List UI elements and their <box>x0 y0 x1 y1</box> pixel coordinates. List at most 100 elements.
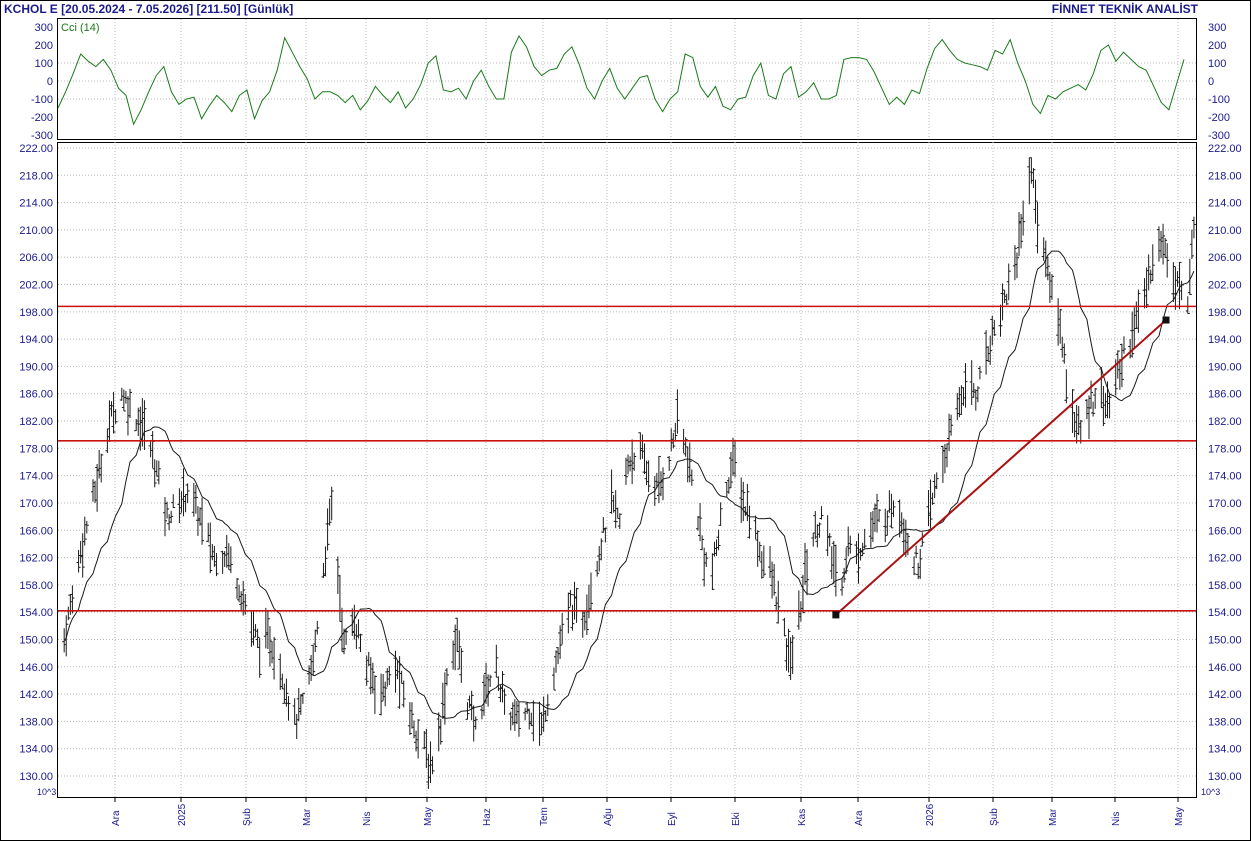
cci-tick-label-left: -100 <box>31 94 53 106</box>
month-tick-label: Mar <box>1048 808 1059 826</box>
trendline-handle-start[interactable] <box>832 611 840 619</box>
price-tick-label-left: 186.00 <box>19 389 53 401</box>
price-bars <box>62 157 1196 789</box>
price-tick-label-right: 202.00 <box>1208 280 1242 292</box>
price-tick-label-left: 178.00 <box>19 443 53 455</box>
month-tick-label: Ağu <box>603 808 614 826</box>
month-tick-label: Nis <box>362 812 373 826</box>
price-panel: 222.00 218.00 214.00 210.00 206.00 202.00 198.… <box>19 142 1242 798</box>
price-tick-label-left: 222.00 <box>19 143 53 155</box>
month-tick-label: Tem <box>539 807 550 826</box>
price-tick-label-right: 134.00 <box>1208 744 1242 756</box>
price-tick-label-right: 154.00 <box>1208 607 1242 619</box>
moving-average-line <box>63 250 1195 719</box>
month-tick-label: Mar <box>302 808 313 826</box>
month-tick-label: Haz <box>482 808 493 826</box>
month-tick-label: Kas <box>797 809 808 826</box>
price-tick-label-right: 162.00 <box>1208 553 1242 565</box>
price-tick-label-left: 166.00 <box>19 525 53 537</box>
x-axis: Ara 2025 Şub Mar Nis May Haz Tem Ağu Eyl Eki Kas Ara… <box>111 798 1185 826</box>
cci-tick-label-left: -200 <box>31 112 53 124</box>
price-tick-label-right: 198.00 <box>1208 307 1242 319</box>
cci-tick-label-right: -100 <box>1208 94 1230 106</box>
month-tick-label: Ara <box>854 810 865 826</box>
price-tick-label-right: 138.00 <box>1208 716 1242 728</box>
cci-line <box>57 35 1185 126</box>
month-tick-label: Şub <box>242 808 253 826</box>
price-tick-label-right: 210.00 <box>1208 225 1242 237</box>
cci-tick-label-left: 0 <box>47 76 53 88</box>
cci-tick-label-left: -300 <box>31 130 53 142</box>
price-tick-label-left: 150.00 <box>19 634 53 646</box>
month-tick-label: Ara <box>111 810 122 826</box>
price-tick-label-left: 206.00 <box>19 252 53 264</box>
price-ticks-right: 222.00 218.00 214.00 210.00 206.00 202.00 198.… <box>1208 143 1242 783</box>
cci-tick-label-right: -200 <box>1208 112 1230 124</box>
scale-note-left: 10^3 <box>37 787 56 797</box>
price-tick-label-left: 138.00 <box>19 716 53 728</box>
trendline-group <box>832 316 1170 619</box>
price-tick-label-left: 142.00 <box>19 689 53 701</box>
price-tick-label-left: 194.00 <box>19 334 53 346</box>
price-tick-label-left: 146.00 <box>19 662 53 674</box>
price-tick-label-right: 158.00 <box>1208 580 1242 592</box>
price-tick-label-left: 130.00 <box>19 771 53 783</box>
price-tick-label-right: 194.00 <box>1208 334 1242 346</box>
price-tick-label-right: 190.00 <box>1208 361 1242 373</box>
cci-tick-label-left: 300 <box>35 22 53 34</box>
trendline <box>835 319 1167 616</box>
price-panel-frame <box>57 142 1197 798</box>
price-tick-label-right: 182.00 <box>1208 416 1242 428</box>
price-tick-label-right: 186.00 <box>1208 389 1242 401</box>
price-tick-label-left: 202.00 <box>19 280 53 292</box>
trendline-handle-end[interactable] <box>1162 316 1170 324</box>
price-tick-label-right: 214.00 <box>1208 198 1242 210</box>
price-tick-label-right: 178.00 <box>1208 443 1242 455</box>
price-tick-label-left: 214.00 <box>19 198 53 210</box>
price-tick-label-left: 154.00 <box>19 607 53 619</box>
scale-note-right: 10^3 <box>1201 787 1220 797</box>
month-tick-label: Şub <box>989 808 1000 826</box>
month-tick-label: 2026 <box>925 803 936 826</box>
cci-tick-label-left: 100 <box>35 58 53 70</box>
price-tick-label-left: 170.00 <box>19 498 53 510</box>
price-tick-label-right: 166.00 <box>1208 525 1242 537</box>
price-tick-label-right: 146.00 <box>1208 662 1242 674</box>
cci-panel: 300 200 100 0 -100 -200 -300 300 200 100 0 -100 -20… <box>31 18 1230 142</box>
price-tick-label-right: 218.00 <box>1208 170 1242 182</box>
cci-label: Cci (14) <box>61 22 100 34</box>
price-tick-label-right: 170.00 <box>1208 498 1242 510</box>
price-tick-label-right: 142.00 <box>1208 689 1242 701</box>
brand-label: FİNNET TEKNİK ANALİST <box>1052 1 1199 16</box>
support-resistance-lines <box>58 305 1196 612</box>
symbol-info: KCHOL E [20.05.2024 - 7.05.2026] [211.50… <box>4 2 293 16</box>
month-tick-label: 2025 <box>177 803 188 826</box>
price-tick-label-left: 218.00 <box>19 170 53 182</box>
price-tick-label-left: 174.00 <box>19 471 53 483</box>
price-tick-label-left: 210.00 <box>19 225 53 237</box>
price-tick-label-left: 162.00 <box>19 553 53 565</box>
cci-tick-label-right: 0 <box>1208 76 1214 88</box>
price-tick-label-right: 130.00 <box>1208 771 1242 783</box>
cci-ticks-left: 300 200 100 0 -100 -200 -300 <box>31 22 53 142</box>
price-tick-label-right: 150.00 <box>1208 634 1242 646</box>
price-ticks-left: 222.00 218.00 214.00 210.00 206.00 202.00 198.… <box>19 143 53 783</box>
price-tick-label-left: 134.00 <box>19 744 53 756</box>
month-tick-label: May <box>1174 807 1185 826</box>
month-tick-label: Eyl <box>667 812 678 826</box>
price-tick-label-right: 206.00 <box>1208 252 1242 264</box>
cci-ticks-right: 300 200 100 0 -100 -200 -300 <box>1208 22 1230 142</box>
price-tick-label-right: 222.00 <box>1208 143 1242 155</box>
price-tick-label-left: 182.00 <box>19 416 53 428</box>
price-tick-label-left: 158.00 <box>19 580 53 592</box>
month-tick-label: May <box>423 807 434 826</box>
price-tick-label-left: 198.00 <box>19 307 53 319</box>
price-tick-label-right: 174.00 <box>1208 471 1242 483</box>
price-tick-label-left: 190.00 <box>19 361 53 373</box>
cci-tick-label-right: 300 <box>1208 22 1226 34</box>
cci-tick-label-right: 100 <box>1208 58 1226 70</box>
cci-panel-frame <box>57 18 1197 140</box>
cci-tick-label-right: -300 <box>1208 130 1230 142</box>
